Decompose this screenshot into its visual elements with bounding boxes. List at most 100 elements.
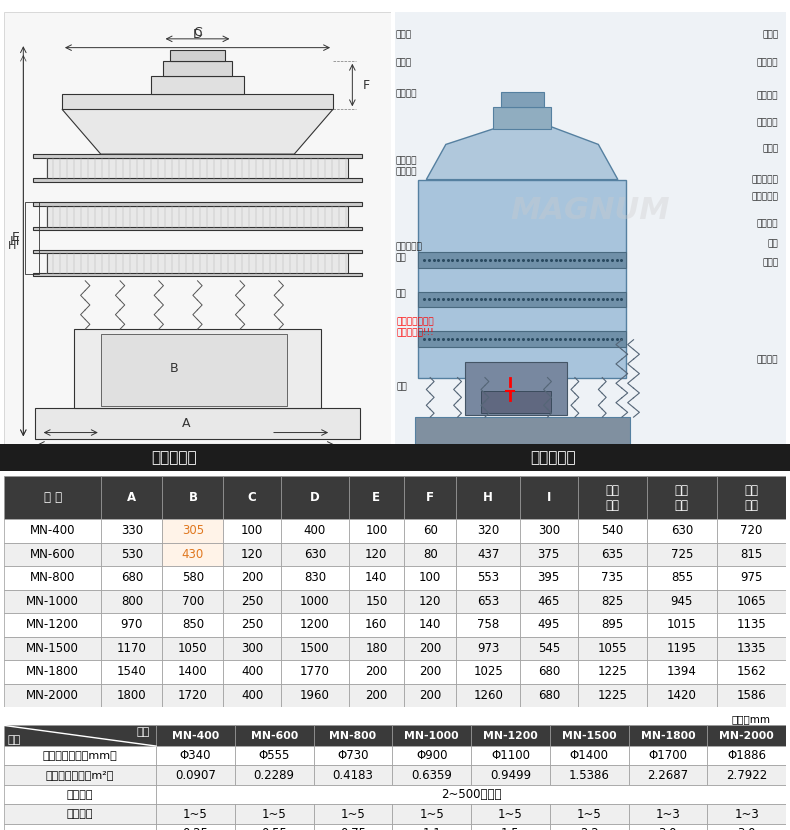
Bar [4,476,101,519]
Bar [101,589,163,613]
Bar [281,660,349,684]
Text: 1000: 1000 [300,595,329,608]
Text: 200: 200 [419,666,442,678]
Text: MN-800: MN-800 [30,571,75,584]
Bar [647,543,717,566]
Text: 680: 680 [121,571,143,584]
Bar [163,543,224,566]
Text: 1~3: 1~3 [656,808,680,821]
Text: 580: 580 [182,571,204,584]
Text: 有效筛分直径（mm）: 有效筛分直径（mm） [43,751,118,761]
Text: 465: 465 [538,595,560,608]
Bar [550,824,629,830]
Bar [419,252,626,267]
Bar [404,566,457,589]
Bar [4,684,101,707]
Bar [717,566,786,589]
Bar [101,637,163,660]
Text: 300: 300 [241,642,263,655]
Bar [415,417,630,443]
Bar [471,765,550,785]
Bar [349,566,404,589]
Text: 1.5386: 1.5386 [569,769,610,782]
Bar [101,476,163,519]
Text: 1.5: 1.5 [501,827,520,830]
Bar [577,566,647,589]
Text: 筛机层数: 筛机层数 [66,809,93,819]
Text: 1335: 1335 [736,642,766,655]
Bar [647,566,717,589]
Text: 进料口: 进料口 [762,30,778,39]
Text: 758: 758 [477,618,499,632]
Bar [163,476,224,519]
Bar [520,476,577,519]
Text: 530: 530 [121,548,143,561]
Text: MAGNUM: MAGNUM [510,196,671,225]
Bar [47,252,348,274]
Polygon shape [427,127,618,179]
Bar [493,107,551,129]
Text: 防尘盖: 防尘盖 [395,30,411,39]
Text: E: E [372,491,380,505]
Text: Φ1400: Φ1400 [570,749,608,762]
Text: MN-1500: MN-1500 [562,730,616,740]
Text: 720: 720 [740,525,762,537]
Bar [47,158,348,179]
Bar [235,725,314,746]
Text: 150: 150 [365,595,387,608]
Text: 540: 540 [601,525,623,537]
Bar [647,684,717,707]
Bar [314,804,393,824]
Text: 1~5: 1~5 [183,808,208,821]
Text: 0.6359: 0.6359 [412,769,452,782]
Text: 815: 815 [740,548,762,561]
Text: 200: 200 [419,689,442,702]
Bar [314,765,393,785]
Text: 400: 400 [241,689,263,702]
Text: 140: 140 [419,618,442,632]
Text: 0.25: 0.25 [182,827,209,830]
Text: C: C [193,26,202,39]
Bar [101,334,287,406]
Bar [281,613,349,637]
Bar [501,91,544,107]
Text: MN-600: MN-600 [250,730,298,740]
Text: 80: 80 [423,548,438,561]
Text: 筛网法兰: 筛网法兰 [757,118,778,127]
Text: 1055: 1055 [597,642,627,655]
Text: I: I [547,491,551,505]
Bar [419,179,626,378]
Bar [577,613,647,637]
Bar [4,660,101,684]
Bar [4,566,101,589]
Text: 0.2289: 0.2289 [254,769,295,782]
Text: 有效筛分面积（m²）: 有效筛分面积（m²） [46,770,115,780]
Text: 1~3: 1~3 [734,808,759,821]
Bar [4,746,156,765]
Bar [101,660,163,684]
Text: 140: 140 [365,571,388,584]
Bar [4,824,156,830]
Bar [224,660,281,684]
Text: 项目: 项目 [8,735,21,745]
Bar [163,61,232,76]
Bar [171,50,224,61]
Text: C: C [248,491,257,505]
Bar [314,725,393,746]
Bar [404,684,457,707]
Text: 1960: 1960 [300,689,330,702]
Bar [457,543,520,566]
Text: 球形清洁板: 球形清洁板 [751,175,778,184]
Bar [629,765,707,785]
Text: D: D [310,491,320,505]
Bar [404,519,457,543]
Bar [647,519,717,543]
Bar [647,637,717,660]
Text: 830: 830 [304,571,326,584]
Bar [4,785,156,804]
Text: MN-1200: MN-1200 [483,730,538,740]
Text: D: D [193,28,202,41]
Text: 1~5: 1~5 [340,808,365,821]
Bar [520,589,577,613]
Text: 495: 495 [538,618,560,632]
